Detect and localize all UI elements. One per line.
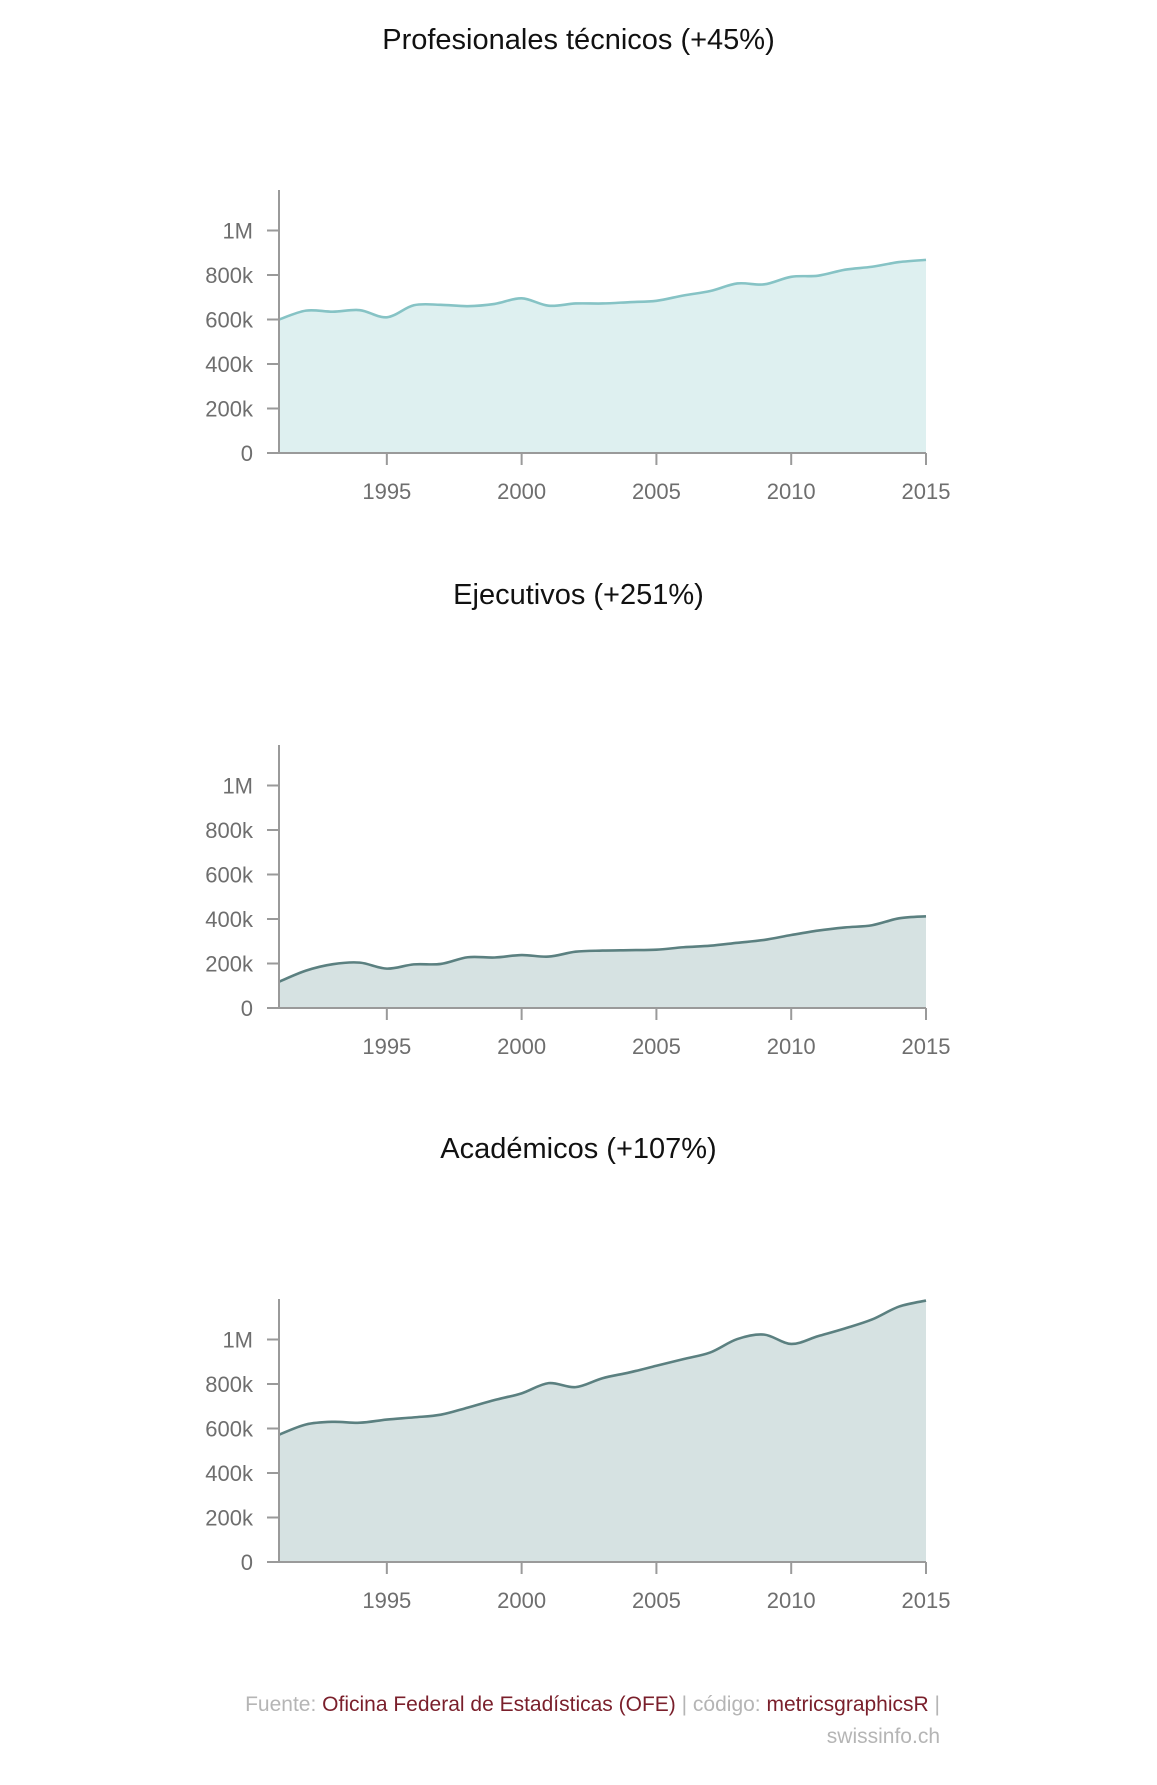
y-tick-label: 400k xyxy=(205,907,254,932)
series-line xyxy=(278,915,927,983)
area-fill xyxy=(279,259,926,453)
y-tick-label: 1M xyxy=(222,1328,253,1353)
y-tick-label: 1M xyxy=(222,774,253,799)
y-tick-label: 1M xyxy=(222,219,253,244)
chart-panel-academicos: Académicos (+107%) 0 200k 400k 600k 800k 1M 19… xyxy=(0,1133,1157,1653)
x-tick-label: 2010 xyxy=(767,1034,816,1059)
x-tick-label: 2010 xyxy=(767,479,816,504)
chart-panel-ejecutivos: Ejecutivos (+251%) 0 200k 400k 600k 800k 1M 19… xyxy=(0,579,1157,1099)
x-tick-label: 1995 xyxy=(362,1034,411,1059)
x-tick-label: 2000 xyxy=(497,1034,546,1059)
area-chart-academicos: 0 200k 400k 600k 800k 1M 1995 2000 2005 2010 2015 xyxy=(205,1299,951,1613)
series-line xyxy=(278,1299,927,1436)
footer-code-prefix: | código: xyxy=(675,1693,767,1716)
footer-line-1: Fuente: Oficina Federal de Estadísticas … xyxy=(0,1689,940,1721)
y-tick-label: 600k xyxy=(205,308,254,333)
area-chart-profesionales: 0 200k 400k 600k 800k 1M 1995 2000 2005 2010 2015 xyxy=(205,190,951,504)
chart-title-ejecutivos: Ejecutivos (+251%) xyxy=(453,579,704,611)
x-tick-label: 2005 xyxy=(632,1588,681,1613)
chart-title-academicos: Académicos (+107%) xyxy=(440,1133,717,1165)
y-tick-label: 400k xyxy=(205,1461,254,1486)
source-footer: Fuente: Oficina Federal de Estadísticas … xyxy=(0,1689,940,1753)
y-tick-label: 200k xyxy=(205,1506,254,1531)
x-tick-label: 2005 xyxy=(632,479,681,504)
y-tick-label: 800k xyxy=(205,263,254,288)
code-link[interactable]: metricsgraphicsR xyxy=(766,1693,929,1716)
x-tick-label: 2000 xyxy=(497,1588,546,1613)
x-tick-label: 2010 xyxy=(767,1588,816,1613)
x-tick-label: 2000 xyxy=(497,479,546,504)
area-chart-ejecutivos: 0 200k 400k 600k 800k 1M 1995 2000 2005 2010 2015 xyxy=(205,745,951,1059)
x-tick-label: 2015 xyxy=(902,1034,951,1059)
y-tick-label: 0 xyxy=(241,441,253,466)
footer-site: swissinfo.ch xyxy=(826,1725,940,1748)
chart-title-profesionales: Profesionales técnicos (+45%) xyxy=(382,24,775,56)
y-tick-label: 800k xyxy=(205,1372,254,1397)
x-tick-label: 2015 xyxy=(902,479,951,504)
footer-separator: | xyxy=(928,1693,940,1716)
x-tick-label: 1995 xyxy=(362,1588,411,1613)
y-tick-label: 800k xyxy=(205,818,254,843)
y-tick-label: 200k xyxy=(205,952,254,977)
footer-line-2: swissinfo.ch xyxy=(0,1721,940,1753)
y-tick-label: 200k xyxy=(205,397,254,422)
x-tick-label: 2015 xyxy=(902,1588,951,1613)
footer-source-prefix: Fuente: xyxy=(245,1693,323,1716)
x-tick-label: 2005 xyxy=(632,1034,681,1059)
y-tick-label: 400k xyxy=(205,352,254,377)
series-line xyxy=(278,258,927,321)
source-link[interactable]: Oficina Federal de Estadísticas (OFE) xyxy=(322,1693,676,1716)
area-fill xyxy=(279,1300,926,1562)
y-tick-label: 0 xyxy=(241,996,253,1021)
y-tick-label: 0 xyxy=(241,1550,253,1575)
y-tick-label: 600k xyxy=(205,1417,254,1442)
x-tick-label: 1995 xyxy=(362,479,411,504)
chart-panel-profesionales: Profesionales técnicos (+45%) 0 200k 400k 6… xyxy=(0,24,1157,544)
y-tick-label: 600k xyxy=(205,863,254,888)
area-fill xyxy=(279,916,926,1008)
